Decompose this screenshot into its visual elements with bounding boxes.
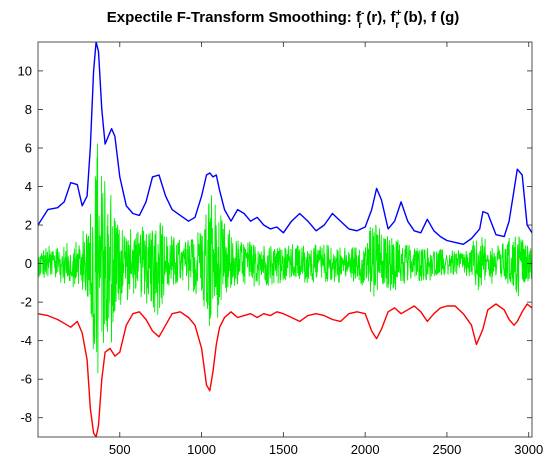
y-tick-label: 10 — [18, 63, 32, 78]
x-tick-label: 3000 — [514, 442, 543, 457]
x-tick-label: 2500 — [432, 442, 461, 457]
x-tick-label: 500 — [109, 442, 131, 457]
y-tick-label: -6 — [20, 372, 32, 387]
x-tick-label: 2000 — [351, 442, 380, 457]
series-line-upper — [38, 42, 532, 245]
axes-box — [37, 41, 533, 438]
y-tick-label: 0 — [25, 256, 32, 271]
series-line-lower — [38, 303, 532, 437]
series-line-signal — [38, 143, 532, 374]
x-tick-label: 1000 — [187, 442, 216, 457]
chart-title: Expectile F-Transform Smoothing: f-r (r)… — [107, 8, 460, 31]
y-tick-label: 2 — [25, 218, 32, 233]
y-tick-label: -2 — [20, 295, 32, 310]
y-tick-label: 8 — [25, 102, 32, 117]
axes: 500 1000 1500 2000 2500 3000 -8 -6 -4 -2 0 2 4 6 8 10 — [18, 41, 543, 457]
y-tick-label: -8 — [20, 410, 32, 425]
x-tick-label: 1500 — [269, 442, 298, 457]
y-tick-label: 4 — [25, 179, 32, 194]
y-tick-label: -4 — [20, 333, 32, 348]
y-tick-label: 6 — [25, 140, 32, 155]
plot-area — [38, 42, 532, 437]
